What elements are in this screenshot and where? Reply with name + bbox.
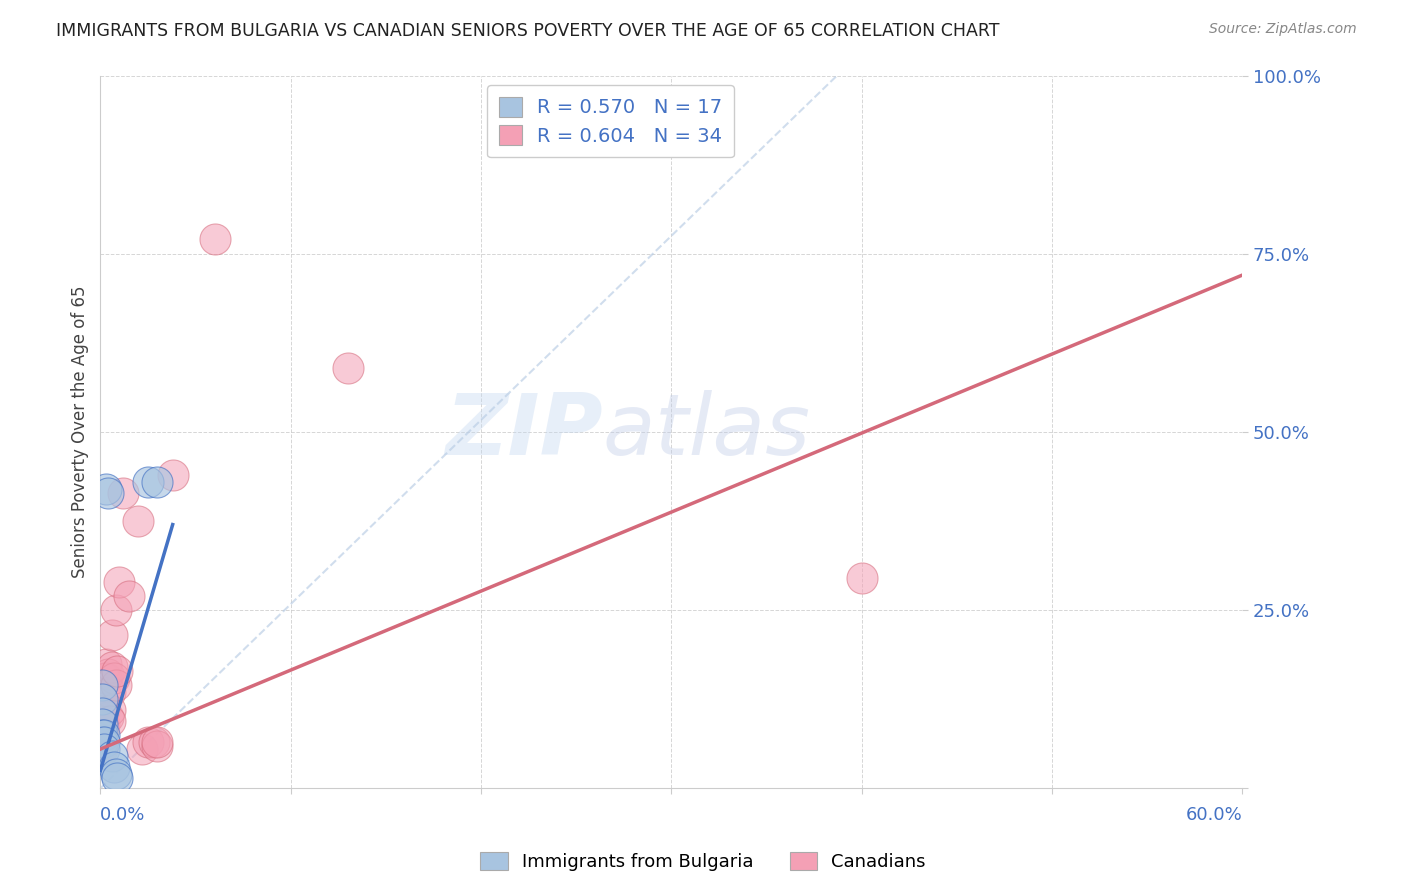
- Point: [336, 360, 359, 375]
- Point: [204, 232, 226, 246]
- Point: [97, 485, 120, 500]
- Point: [100, 628, 122, 642]
- Point: [108, 574, 131, 589]
- Point: [142, 735, 165, 749]
- Point: [94, 689, 117, 703]
- Y-axis label: Seniors Poverty Over the Age of 65: Seniors Poverty Over the Age of 65: [72, 285, 89, 578]
- Point: [91, 724, 114, 739]
- Point: [100, 660, 122, 674]
- Point: [94, 657, 117, 671]
- Point: [107, 664, 129, 678]
- Point: [91, 728, 114, 742]
- Point: [91, 735, 114, 749]
- Point: [91, 714, 114, 728]
- Point: [93, 742, 115, 756]
- Point: [131, 742, 153, 756]
- Point: [98, 703, 121, 717]
- Point: [91, 717, 114, 731]
- Point: [97, 710, 120, 724]
- Point: [93, 717, 115, 731]
- Legend: R = 0.570   N = 17, R = 0.604   N = 34: R = 0.570 N = 17, R = 0.604 N = 34: [486, 86, 734, 157]
- Point: [118, 589, 141, 603]
- Point: [93, 671, 115, 685]
- Text: atlas: atlas: [603, 391, 811, 474]
- Point: [94, 482, 117, 496]
- Point: [103, 671, 125, 685]
- Point: [91, 692, 114, 706]
- Point: [104, 767, 127, 781]
- Text: 0.0%: 0.0%: [100, 806, 146, 824]
- Point: [103, 760, 125, 774]
- Point: [162, 467, 184, 482]
- Point: [93, 735, 115, 749]
- Text: IMMIGRANTS FROM BULGARIA VS CANADIAN SENIORS POVERTY OVER THE AGE OF 65 CORRELAT: IMMIGRANTS FROM BULGARIA VS CANADIAN SEN…: [56, 22, 1000, 40]
- Text: ZIP: ZIP: [446, 391, 603, 474]
- Point: [104, 603, 127, 617]
- Text: Source: ZipAtlas.com: Source: ZipAtlas.com: [1209, 22, 1357, 37]
- Legend: Immigrants from Bulgaria, Canadians: Immigrants from Bulgaria, Canadians: [474, 845, 932, 879]
- Point: [851, 571, 873, 585]
- Point: [94, 671, 117, 685]
- Point: [112, 485, 135, 500]
- Point: [127, 514, 149, 528]
- Point: [98, 714, 121, 728]
- Point: [107, 771, 129, 785]
- Point: [98, 685, 121, 699]
- Point: [100, 749, 122, 764]
- Point: [93, 703, 115, 717]
- Point: [146, 739, 169, 753]
- Point: [91, 731, 114, 746]
- Point: [97, 667, 120, 681]
- Point: [91, 678, 114, 692]
- Point: [104, 678, 127, 692]
- Point: [146, 735, 169, 749]
- Point: [93, 728, 115, 742]
- Point: [136, 475, 159, 489]
- Point: [91, 742, 114, 756]
- Point: [91, 706, 114, 721]
- Point: [136, 735, 159, 749]
- Text: 60.0%: 60.0%: [1185, 806, 1243, 824]
- Point: [91, 739, 114, 753]
- Point: [146, 475, 169, 489]
